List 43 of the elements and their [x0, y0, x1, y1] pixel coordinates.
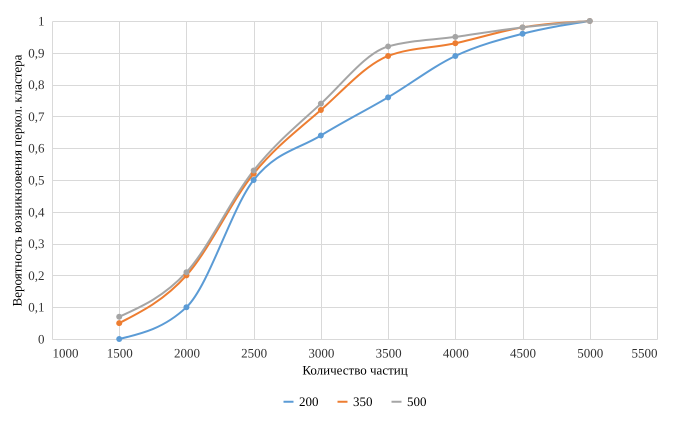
point [183, 304, 190, 310]
legend-label: 350 [353, 394, 372, 409]
x-axis-title: Количество частиц [302, 362, 408, 378]
y-tick-label: 0,1 [28, 300, 44, 315]
point [520, 30, 526, 37]
point [318, 100, 324, 107]
point [452, 40, 458, 46]
y-tick-label: 0,4 [28, 204, 45, 220]
x-tick-label: 4500 [510, 346, 536, 360]
point [116, 314, 122, 320]
point [385, 43, 392, 50]
point [116, 336, 122, 342]
y-tick-label: 0,5 [28, 172, 44, 188]
point [116, 320, 122, 326]
y-tick-label: 1 [38, 14, 44, 28]
point [452, 52, 458, 59]
x-tick-label: 5000 [577, 346, 604, 360]
y-tick-label: 0,9 [28, 45, 44, 60]
x-tick-label: 5500 [632, 346, 658, 360]
point [385, 52, 392, 59]
y-tick-label: 0,2 [28, 268, 44, 283]
y-axis-title: Вероятность возникновения перкол. кластера [9, 54, 24, 306]
y-tick-label: 0,3 [28, 236, 44, 252]
x-tick-label: 1000 [52, 346, 78, 360]
x-tick-label: 4000 [442, 346, 469, 360]
point [250, 177, 257, 183]
point [452, 34, 458, 40]
x-tick-label: 2500 [241, 346, 268, 360]
y-tick-label: 0,6 [28, 140, 45, 156]
legend-label: 200 [299, 394, 318, 409]
x-tick-label: 3500 [376, 346, 402, 360]
point [385, 94, 392, 100]
x-tick-label: 3000 [308, 346, 334, 360]
point [318, 107, 324, 114]
y-tick-label: 0,8 [28, 77, 44, 92]
point [183, 269, 190, 276]
point [318, 132, 324, 138]
y-tick-label: 0 [38, 332, 44, 346]
x-tick-label: 1500 [106, 346, 133, 360]
y-tick-label: 0,7 [28, 108, 45, 124]
x-tick-label: 2000 [174, 346, 200, 360]
legend-label: 500 [407, 394, 426, 409]
point [250, 167, 257, 174]
